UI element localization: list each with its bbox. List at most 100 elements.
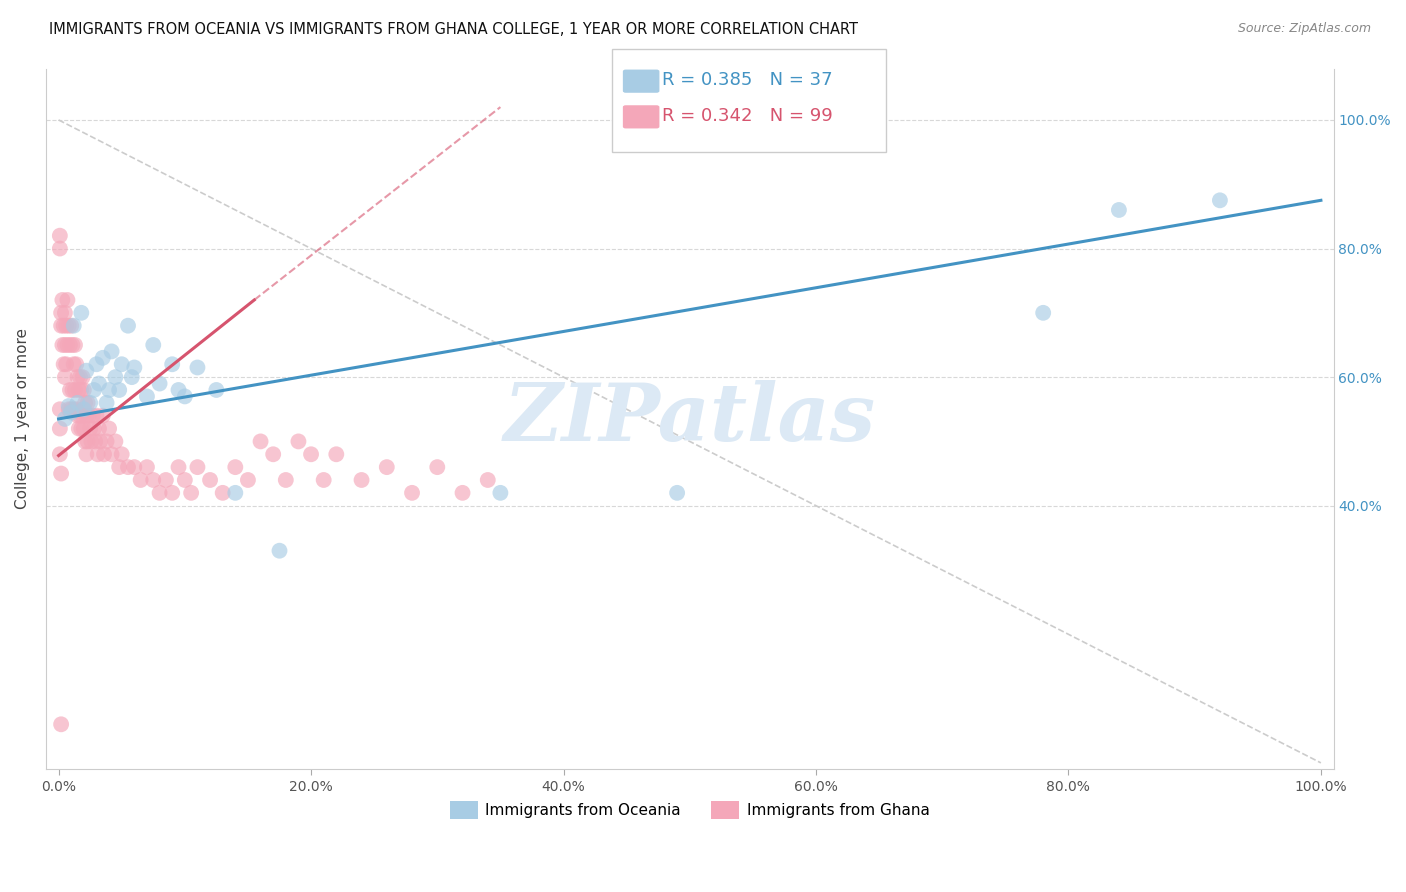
Point bbox=[49, 242, 72, 256]
Point bbox=[91, 351, 114, 365]
Point bbox=[167, 383, 190, 397]
Point bbox=[56, 293, 79, 307]
Point bbox=[1209, 194, 1232, 208]
Point bbox=[58, 318, 80, 333]
Text: IMMIGRANTS FROM OCEANIA VS IMMIGRANTS FROM GHANA COLLEGE, 1 YEAR OR MORE CORRELA: IMMIGRANTS FROM OCEANIA VS IMMIGRANTS FR… bbox=[49, 22, 858, 37]
Point bbox=[108, 383, 131, 397]
Point bbox=[72, 409, 94, 423]
Point bbox=[70, 421, 93, 435]
Point bbox=[249, 434, 271, 449]
Point bbox=[49, 228, 72, 243]
Point bbox=[69, 370, 91, 384]
Point bbox=[52, 357, 75, 371]
Point bbox=[52, 318, 75, 333]
Point bbox=[79, 421, 101, 435]
Point bbox=[136, 389, 159, 403]
Point bbox=[63, 338, 86, 352]
Point bbox=[56, 338, 79, 352]
Point bbox=[274, 473, 297, 487]
Point bbox=[269, 543, 291, 558]
Point bbox=[60, 405, 83, 419]
Y-axis label: College, 1 year or more: College, 1 year or more bbox=[15, 328, 30, 509]
Point bbox=[186, 460, 208, 475]
Point bbox=[67, 383, 90, 397]
Point bbox=[124, 460, 146, 475]
Point bbox=[186, 360, 208, 375]
Point bbox=[93, 447, 115, 461]
Point bbox=[111, 447, 134, 461]
Point bbox=[65, 402, 87, 417]
Point bbox=[108, 460, 131, 475]
Point bbox=[49, 306, 72, 320]
Point bbox=[117, 460, 139, 475]
Point bbox=[75, 409, 97, 423]
Point bbox=[173, 473, 195, 487]
Point bbox=[72, 370, 94, 384]
Point bbox=[401, 486, 423, 500]
Point bbox=[89, 434, 111, 449]
Text: ZIPatlas: ZIPatlas bbox=[503, 380, 876, 458]
Point bbox=[82, 409, 104, 423]
Point bbox=[73, 402, 96, 417]
Point bbox=[63, 383, 86, 397]
Point bbox=[60, 402, 83, 417]
Point bbox=[211, 486, 233, 500]
Point bbox=[312, 473, 335, 487]
Point bbox=[62, 338, 84, 352]
Point bbox=[69, 409, 91, 423]
Point bbox=[76, 396, 98, 410]
Point bbox=[96, 396, 118, 410]
Point bbox=[224, 486, 246, 500]
Point bbox=[375, 460, 398, 475]
Point bbox=[51, 338, 73, 352]
Point bbox=[49, 717, 72, 731]
Text: R = 0.385   N = 37: R = 0.385 N = 37 bbox=[662, 71, 832, 89]
Point bbox=[124, 360, 146, 375]
Point bbox=[111, 357, 134, 371]
Point bbox=[55, 357, 77, 371]
Text: R = 0.342   N = 99: R = 0.342 N = 99 bbox=[662, 107, 832, 125]
Point bbox=[262, 447, 284, 461]
Point bbox=[49, 447, 72, 461]
Point bbox=[55, 318, 77, 333]
Point bbox=[350, 473, 373, 487]
Point bbox=[205, 383, 228, 397]
Text: Source: ZipAtlas.com: Source: ZipAtlas.com bbox=[1237, 22, 1371, 36]
Point bbox=[104, 434, 127, 449]
Point bbox=[79, 396, 101, 410]
Point bbox=[100, 447, 122, 461]
Point bbox=[287, 434, 309, 449]
Point bbox=[86, 357, 108, 371]
Point bbox=[1108, 202, 1130, 217]
Point bbox=[59, 383, 82, 397]
Point bbox=[65, 357, 87, 371]
Point bbox=[75, 396, 97, 410]
Point bbox=[53, 338, 76, 352]
Point bbox=[224, 460, 246, 475]
Point bbox=[80, 434, 103, 449]
Point bbox=[121, 370, 143, 384]
Point bbox=[66, 396, 89, 410]
Point bbox=[75, 447, 97, 461]
Point bbox=[142, 338, 165, 352]
Point bbox=[62, 318, 84, 333]
Point bbox=[325, 447, 347, 461]
Point bbox=[160, 486, 183, 500]
Point bbox=[180, 486, 202, 500]
Point bbox=[76, 434, 98, 449]
Point bbox=[53, 306, 76, 320]
Point bbox=[53, 370, 76, 384]
Point bbox=[87, 376, 110, 391]
Point bbox=[236, 473, 259, 487]
Legend: Immigrants from Oceania, Immigrants from Ghana: Immigrants from Oceania, Immigrants from… bbox=[444, 795, 935, 825]
Point bbox=[104, 370, 127, 384]
Point bbox=[477, 473, 499, 487]
Point bbox=[77, 409, 100, 423]
Point bbox=[62, 383, 84, 397]
Point bbox=[96, 434, 118, 449]
Point bbox=[426, 460, 449, 475]
Point bbox=[98, 421, 121, 435]
Point bbox=[173, 389, 195, 403]
Point bbox=[87, 421, 110, 435]
Point bbox=[58, 399, 80, 413]
